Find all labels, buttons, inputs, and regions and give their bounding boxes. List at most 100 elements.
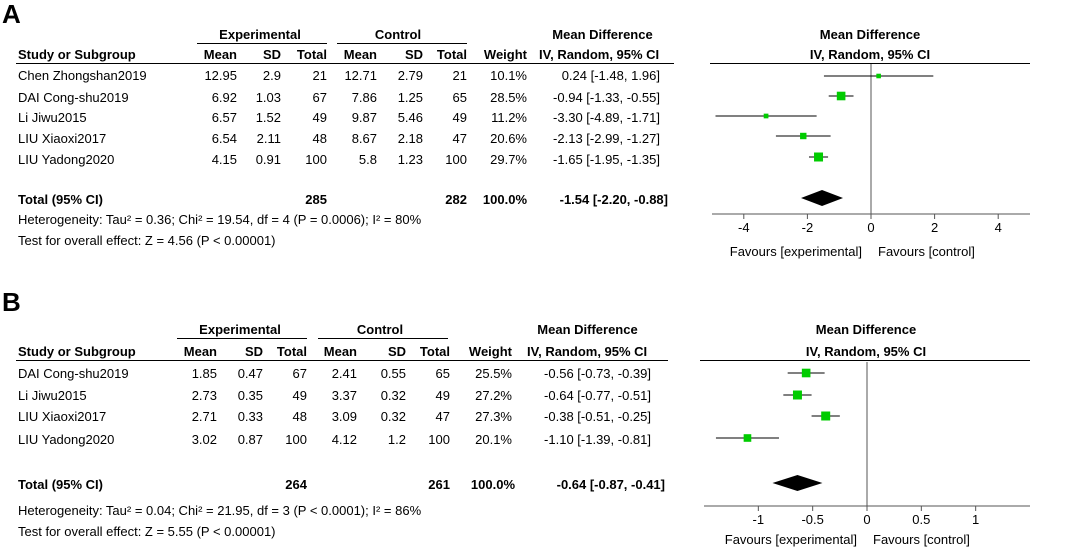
control-total: 65 <box>452 90 467 105</box>
control-mean: 3.09 <box>331 409 357 424</box>
experimental-total: 100 <box>305 152 327 167</box>
control-mean: 8.67 <box>351 131 377 146</box>
experimental-mean: 3.02 <box>191 432 217 447</box>
experimental-mean-header: Mean <box>203 47 237 62</box>
effect-size-marker <box>876 73 881 79</box>
experimental-total-header: Total <box>276 344 307 359</box>
panel-label: A <box>2 0 21 29</box>
experimental-total: 49 <box>292 388 307 403</box>
experimental-mean: 6.54 <box>211 131 237 146</box>
study-name: LIU Xiaoxi2017 <box>18 131 107 146</box>
experimental-mean: 1.85 <box>191 366 217 381</box>
weight: 28.5% <box>490 90 527 105</box>
control-total-sum: 282 <box>445 192 467 207</box>
plot-method-header: IV, Random, 95% CI <box>809 47 931 62</box>
control-total: 49 <box>452 110 467 125</box>
total-label: Total (95% CI) <box>18 192 103 207</box>
control-group-header: Control <box>374 27 422 42</box>
experimental-group-header: Experimental <box>199 322 281 337</box>
experimental-sd: 0.47 <box>237 366 263 381</box>
experimental-mean: 6.92 <box>211 90 237 105</box>
control-sd: 1.23 <box>397 152 423 167</box>
x-tick-label: 1 <box>972 512 979 527</box>
control-sd-header: SD <box>387 344 406 359</box>
method-header: IV, Random, 95% CI <box>527 344 648 359</box>
mean-difference-ci: -1.10 [-1.39, -0.81] <box>544 432 651 447</box>
experimental-mean: 4.15 <box>211 152 237 167</box>
control-total: 100 <box>445 152 467 167</box>
experimental-sd: 0.87 <box>237 432 263 447</box>
weight: 25.5% <box>475 366 512 381</box>
weight: 20.1% <box>475 432 512 447</box>
control-group-header: Control <box>356 322 404 337</box>
experimental-sd-header: SD <box>262 47 281 62</box>
control-mean: 4.12 <box>331 432 357 447</box>
x-tick-label: 2 <box>931 220 938 235</box>
mean-difference-ci: -0.94 [-1.33, -0.55] <box>553 90 660 105</box>
plot-method-header: IV, Random, 95% CI <box>805 344 927 359</box>
control-sd: 1.25 <box>397 90 423 105</box>
control-mean: 9.87 <box>351 110 377 125</box>
control-sd: 0.32 <box>380 409 406 424</box>
experimental-total: 67 <box>292 366 307 381</box>
experimental-sd: 0.35 <box>237 388 263 403</box>
x-tick-label: -1 <box>753 512 765 527</box>
control-sd: 2.18 <box>397 131 423 146</box>
x-tick-label: 0 <box>867 220 874 235</box>
experimental-group-header: Experimental <box>219 27 301 42</box>
mean-difference-ci: -2.13 [-2.99, -1.27] <box>553 131 660 146</box>
panel-label: B <box>2 287 21 317</box>
study-name: LIU Xiaoxi2017 <box>18 409 107 424</box>
control-total: 47 <box>452 131 467 146</box>
experimental-sd-header: SD <box>244 344 263 359</box>
pooled-effect-diamond <box>772 475 823 491</box>
weight-header: Weight <box>468 344 512 359</box>
effect-size-marker <box>743 434 752 442</box>
control-mean-header: Mean <box>343 47 377 62</box>
x-tick-label: -4 <box>738 220 750 235</box>
x-tick-label: -0.5 <box>801 512 823 527</box>
experimental-sd: 1.03 <box>255 90 281 105</box>
forest-plot-panel-b: B Experimental Control Mean Difference M… <box>0 280 1071 551</box>
effect-size-marker <box>814 152 824 162</box>
experimental-sd: 0.91 <box>255 152 281 167</box>
weight: 29.7% <box>490 152 527 167</box>
x-tick-label: 4 <box>995 220 1002 235</box>
control-mean: 12.71 <box>344 68 377 83</box>
x-tick-label: -2 <box>802 220 814 235</box>
plot-title: Mean Difference <box>815 322 917 337</box>
experimental-total: 49 <box>312 110 327 125</box>
mean-difference-ci: 0.24 [-1.48, 1.96] <box>561 68 660 83</box>
mean-difference-header: Mean Difference <box>537 322 638 337</box>
control-sd-header: SD <box>404 47 423 62</box>
control-total: 47 <box>435 409 450 424</box>
experimental-mean: 2.73 <box>191 388 217 403</box>
study-name: DAI Cong-shu2019 <box>18 90 129 105</box>
plot-title: Mean Difference <box>819 27 921 42</box>
x-tick-label: 0.5 <box>912 512 930 527</box>
study-name: Li Jiwu2015 <box>18 388 87 403</box>
experimental-mean: 6.57 <box>211 110 237 125</box>
total-weight: 100.0% <box>470 477 515 492</box>
study-name: Li Jiwu2015 <box>18 110 87 125</box>
control-sd: 1.2 <box>387 432 406 447</box>
effect-size-marker <box>821 411 831 421</box>
overall-effect-test: Test for overall effect: Z = 4.56 (P < 0… <box>18 233 276 248</box>
control-sd: 0.55 <box>380 366 406 381</box>
weight: 11.2% <box>491 110 527 125</box>
effect-size-marker <box>836 91 846 101</box>
control-mean: 3.37 <box>331 388 357 403</box>
control-mean: 7.86 <box>351 90 377 105</box>
study-name: DAI Cong-shu2019 <box>18 366 129 381</box>
control-total-header: Total <box>436 47 467 62</box>
weight: 27.2% <box>475 388 512 403</box>
experimental-sd: 2.11 <box>256 131 281 146</box>
control-mean: 2.41 <box>331 366 357 381</box>
experimental-mean: 2.71 <box>191 409 217 424</box>
favours-experimental-label: Favours [experimental] <box>724 532 857 547</box>
control-sd: 5.46 <box>397 110 423 125</box>
experimental-mean-header: Mean <box>183 344 217 359</box>
experimental-total: 21 <box>312 68 327 83</box>
control-total: 100 <box>428 432 450 447</box>
favours-control-label: Favours [control] <box>878 244 975 259</box>
